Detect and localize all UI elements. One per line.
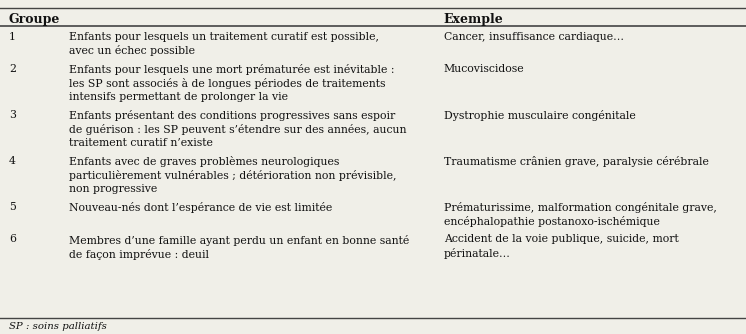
Text: 1: 1 (9, 31, 16, 41)
Text: Cancer, insuffisance cardiaque…: Cancer, insuffisance cardiaque… (444, 31, 624, 41)
Text: SP : soins palliatifs: SP : soins palliatifs (9, 322, 107, 331)
Text: Nouveau-nés dont l’espérance de vie est limitée: Nouveau-nés dont l’espérance de vie est … (69, 202, 332, 213)
Text: Groupe: Groupe (9, 13, 60, 26)
Text: Enfants avec de graves problèmes neurologiques
particulièrement vulnérables ; dé: Enfants avec de graves problèmes neurolo… (69, 156, 396, 194)
Text: 6: 6 (9, 234, 16, 244)
Text: Accident de la voie publique, suicide, mort
périnatale…: Accident de la voie publique, suicide, m… (444, 234, 679, 259)
Text: Membres d’une famille ayant perdu un enfant en bonne santé
de façon imprévue : d: Membres d’une famille ayant perdu un enf… (69, 234, 409, 260)
Text: 2: 2 (9, 64, 16, 74)
Text: Exemple: Exemple (444, 13, 504, 26)
Text: Enfants présentant des conditions progressives sans espoir
de guérison : les SP : Enfants présentant des conditions progre… (69, 110, 406, 148)
Text: Enfants pour lesquels une mort prématurée est inévitable :
les SP sont associés : Enfants pour lesquels une mort prématuré… (69, 64, 394, 102)
Text: Dystrophie musculaire congénitale: Dystrophie musculaire congénitale (444, 110, 636, 121)
Text: 5: 5 (9, 202, 16, 212)
Text: 4: 4 (9, 156, 16, 166)
Text: Prématurissime, malformation congénitale grave,
encéphalopathie postanoxo-ischém: Prématurissime, malformation congénitale… (444, 202, 717, 227)
Text: Enfants pour lesquels un traitement curatif est possible,
avec un échec possible: Enfants pour lesquels un traitement cura… (69, 31, 379, 56)
Text: Traumatisme crânien grave, paralysie cérébrale: Traumatisme crânien grave, paralysie cér… (444, 156, 709, 167)
Text: Mucoviscidose: Mucoviscidose (444, 64, 524, 74)
Text: 3: 3 (9, 110, 16, 120)
